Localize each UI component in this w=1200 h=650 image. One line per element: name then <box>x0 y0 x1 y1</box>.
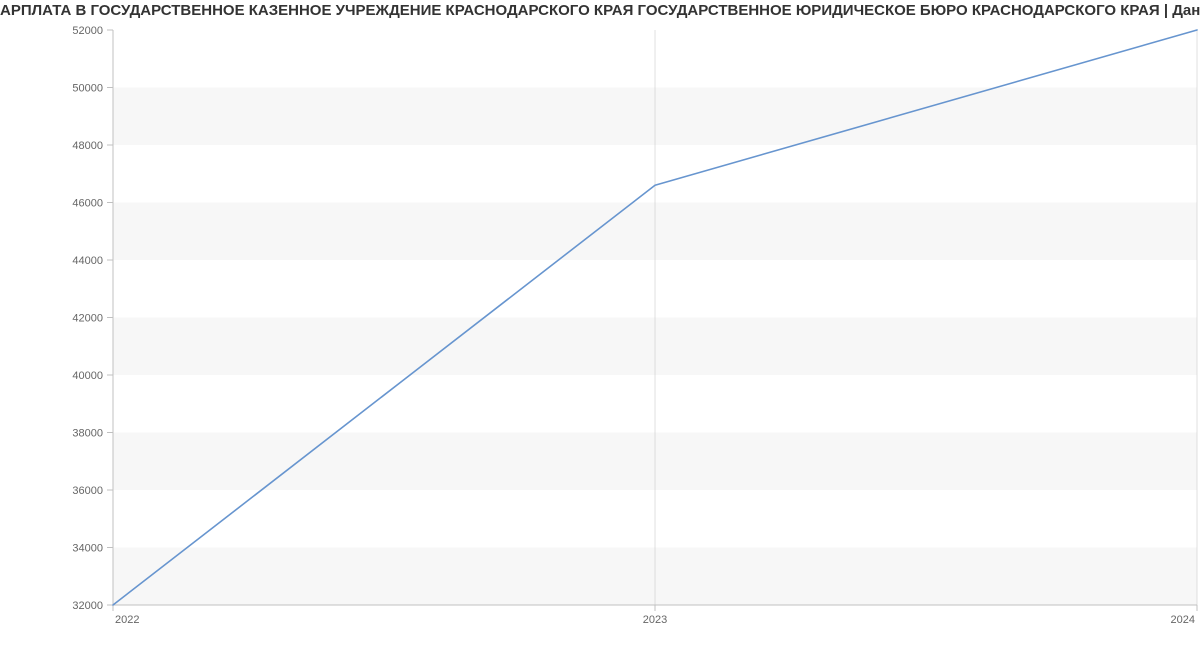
svg-text:48000: 48000 <box>72 140 103 152</box>
svg-text:2022: 2022 <box>115 614 139 626</box>
svg-text:40000: 40000 <box>72 370 103 382</box>
svg-text:52000: 52000 <box>72 25 103 37</box>
svg-text:2024: 2024 <box>1171 614 1195 626</box>
svg-text:42000: 42000 <box>72 313 103 325</box>
svg-text:32000: 32000 <box>72 600 103 612</box>
svg-text:46000: 46000 <box>72 198 103 210</box>
salary-line-chart: АРПЛАТА В ГОСУДАРСТВЕННОЕ КАЗЕННОЕ УЧРЕЖ… <box>0 0 1200 650</box>
svg-text:34000: 34000 <box>72 543 103 555</box>
svg-text:44000: 44000 <box>72 255 103 267</box>
chart-svg: 32000 34000 36000 38000 40000 42000 44000 46000… <box>0 0 1200 650</box>
svg-text:36000: 36000 <box>72 485 103 497</box>
svg-text:50000: 50000 <box>72 83 103 95</box>
svg-text:2023: 2023 <box>643 614 667 626</box>
svg-text:38000: 38000 <box>72 428 103 440</box>
